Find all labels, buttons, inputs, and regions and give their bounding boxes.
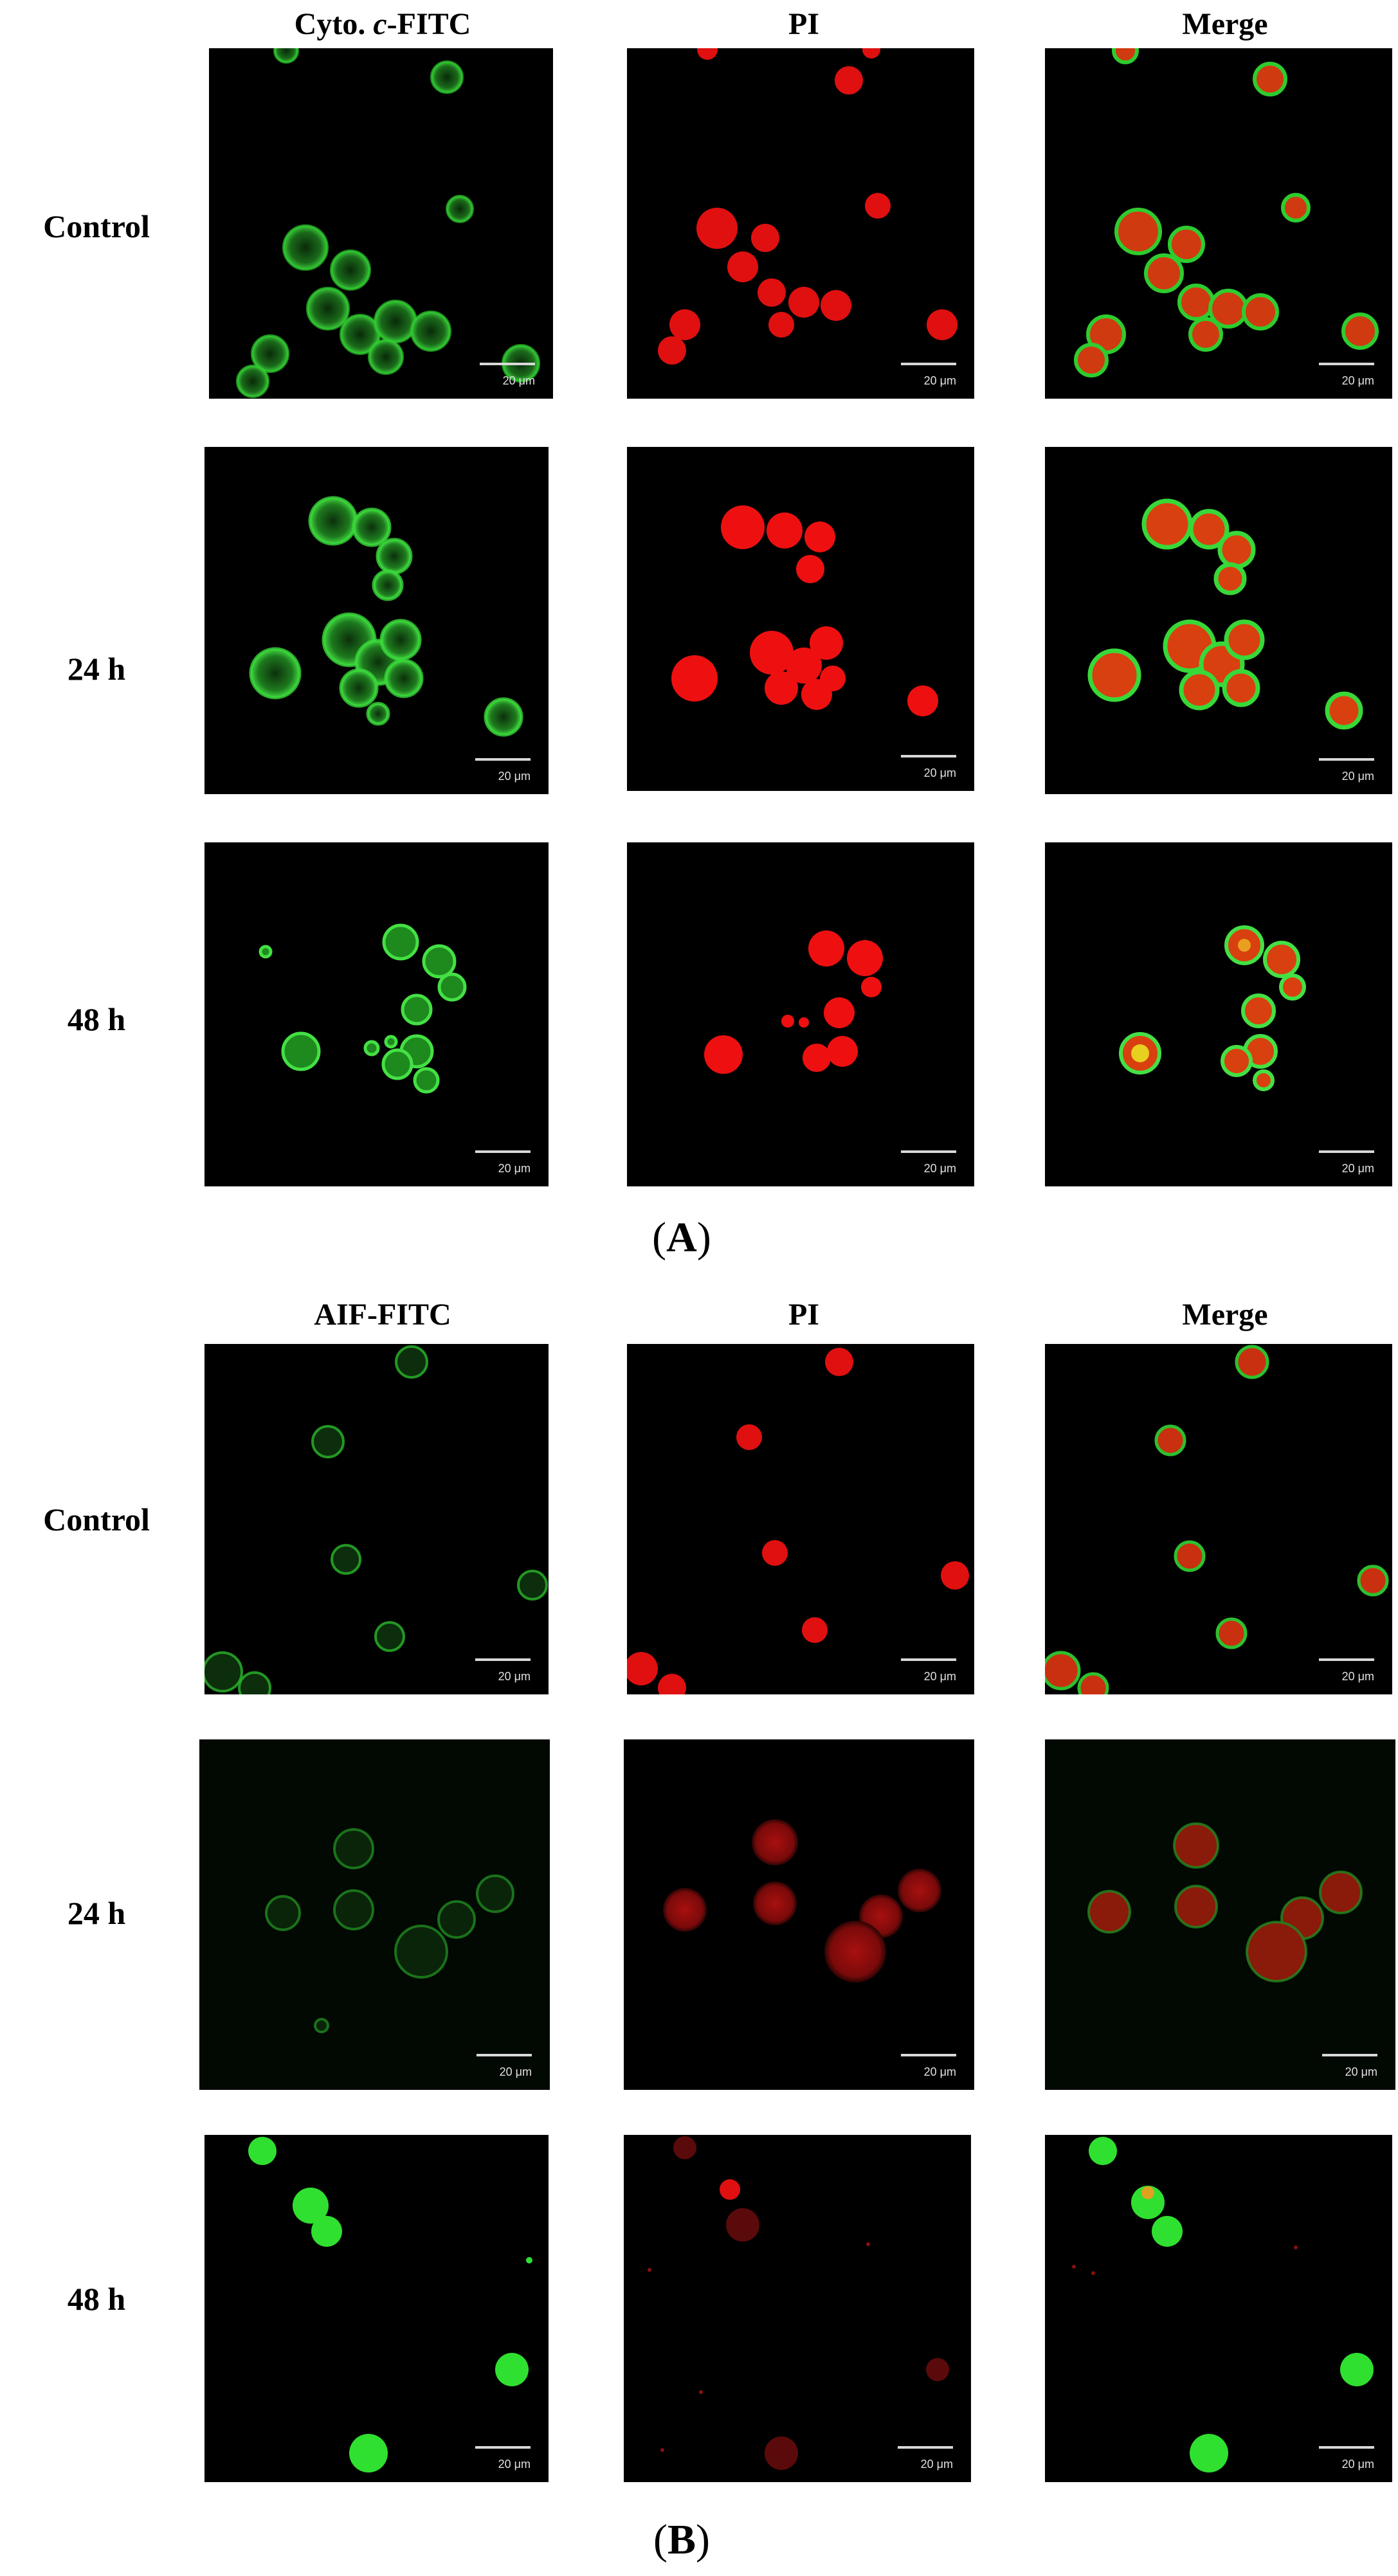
scale-bar [477, 2054, 532, 2056]
scale-bar [480, 363, 535, 365]
micrograph-a-control-pi: 20 μm [627, 48, 974, 399]
scale-bar-label: 20 μm [1341, 770, 1374, 783]
row-label-control: Control [43, 1501, 150, 1537]
scale-bar [475, 758, 531, 761]
column-header-pi: PI [788, 7, 819, 41]
scale-bar-label: 20 μm [498, 1670, 531, 1683]
micrograph-a-control-fitc: 20 μm [209, 48, 553, 399]
scale-bar-label: 20 μm [1341, 374, 1374, 387]
micrograph-b-control-merge: 20 μm [1045, 1344, 1392, 1694]
micrograph-b-24h-fitc: 20 μm [199, 1739, 550, 2090]
micrograph-a-48h-fitc: 20 μm [204, 842, 549, 1186]
micrograph-b-48h-merge: 20 μm [1045, 2135, 1392, 2482]
micrograph-a-48h-merge: 20 μm [1045, 842, 1392, 1186]
scale-bar [898, 2446, 953, 2449]
scale-bar [901, 2054, 956, 2056]
scale-bar [901, 1150, 956, 1153]
panel-label-b: (B) [653, 2516, 710, 2563]
micrograph-b-48h-pi: 20 μm [624, 2135, 971, 2482]
column-header-pi: PI [788, 1298, 819, 1332]
scale-bar-label: 20 μm [1345, 2065, 1377, 2078]
row-label-48h: 48 h [67, 1001, 126, 1037]
micrograph-b-control-pi: 20 μm [627, 1344, 974, 1694]
row-label-control: Control [43, 208, 150, 244]
row-label-24h: 24 h [67, 651, 126, 687]
micrograph-b-24h-merge: 20 μm [1045, 1739, 1395, 2090]
scale-bar-label: 20 μm [923, 1162, 956, 1175]
scale-bar-label: 20 μm [923, 2065, 956, 2078]
scale-bar-label: 20 μm [1341, 1162, 1374, 1175]
scale-bar [1319, 2446, 1374, 2449]
column-header-merge: Merge [1182, 7, 1268, 41]
scale-bar [1319, 363, 1374, 365]
scale-bar [475, 2446, 531, 2449]
micrograph-a-control-merge: 20 μm [1045, 48, 1392, 399]
scale-bar-label: 20 μm [498, 1162, 531, 1175]
scale-bar [475, 1658, 531, 1661]
scale-bar-label: 20 μm [923, 1670, 956, 1683]
micrograph-a-24h-fitc: 20 μm [204, 447, 549, 794]
scale-bar-label: 20 μm [499, 2065, 532, 2078]
scale-bar-label: 20 μm [498, 2458, 531, 2471]
micrograph-a-48h-pi: 20 μm [627, 842, 974, 1186]
scale-bar-label: 20 μm [502, 374, 535, 387]
column-header-merge: Merge [1182, 1298, 1268, 1332]
row-label-48h: 48 h [67, 2281, 126, 2317]
micrograph-b-control-fitc: 20 μm [204, 1344, 549, 1694]
micrograph-b-48h-fitc: 20 μm [204, 2135, 549, 2482]
column-header-aif-fitc: AIF-FITC [314, 1298, 451, 1332]
scale-bar [475, 1150, 531, 1153]
micrograph-a-24h-pi: 20 μm [627, 447, 974, 791]
scale-bar [901, 363, 956, 365]
micrograph-a-24h-merge: 20 μm [1045, 447, 1392, 794]
scale-bar [1319, 1150, 1374, 1153]
panel-label-a: (A) [652, 1214, 711, 1261]
scale-bar [901, 755, 956, 757]
column-header-cyto-c-fitc: Cyto. c-FITC [294, 7, 471, 41]
scale-bar-label: 20 μm [498, 770, 531, 783]
scale-bar-label: 20 μm [923, 374, 956, 387]
scale-bar-label: 20 μm [1341, 2458, 1374, 2471]
scale-bar [1319, 758, 1374, 761]
scale-bar-label: 20 μm [1341, 1670, 1374, 1683]
row-label-24h: 24 h [67, 1895, 126, 1931]
scale-bar [901, 1658, 956, 1661]
scale-bar [1322, 2054, 1377, 2056]
scale-bar-label: 20 μm [920, 2458, 953, 2471]
scale-bar [1319, 1658, 1374, 1661]
micrograph-b-24h-pi: 20 μm [624, 1739, 974, 2090]
scale-bar-label: 20 μm [923, 766, 956, 779]
